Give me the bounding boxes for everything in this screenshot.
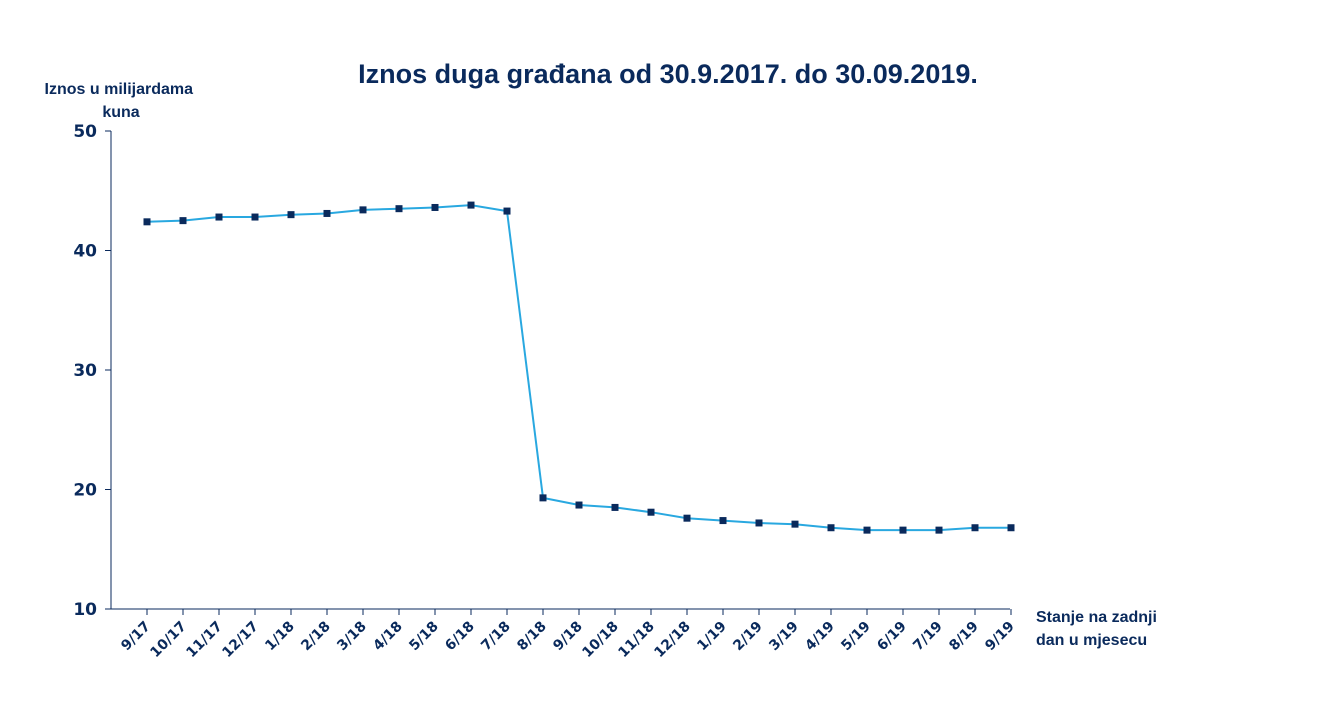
x-tick-label: 7/18 bbox=[478, 619, 514, 655]
y-tick-label: 30 bbox=[73, 361, 97, 381]
data-point bbox=[503, 207, 511, 215]
x-tick-label: 6/19 bbox=[874, 619, 910, 655]
x-tick-label: 10/18 bbox=[579, 619, 621, 661]
x-tick-label: 1/18 bbox=[262, 619, 298, 655]
y-tick-label: 50 bbox=[73, 122, 97, 142]
x-tick-label: 8/19 bbox=[946, 619, 982, 655]
data-point bbox=[539, 494, 547, 502]
axes bbox=[110, 131, 1010, 610]
data-point bbox=[899, 526, 907, 534]
data-point bbox=[215, 213, 223, 221]
data-point bbox=[935, 526, 943, 534]
data-point bbox=[647, 508, 655, 516]
x-tick-label: 5/19 bbox=[838, 619, 874, 655]
data-point bbox=[719, 517, 727, 525]
x-tick-label: 6/18 bbox=[442, 619, 478, 655]
data-point bbox=[791, 520, 799, 528]
chart-title: Iznos duga građana od 30.9.2017. do 30.0… bbox=[358, 59, 978, 89]
y-tick-label: 10 bbox=[73, 600, 97, 620]
data-point bbox=[683, 514, 691, 522]
data-point bbox=[971, 524, 979, 532]
data-point bbox=[251, 213, 259, 221]
x-axis-label: Stanje na zadnji dan u mjesecu bbox=[1036, 609, 1161, 649]
y-axis-label-line-2: kuna bbox=[102, 104, 139, 121]
data-point bbox=[143, 218, 151, 226]
y-axis-label: Iznos u milijardama kuna bbox=[45, 81, 198, 121]
y-ticks: 10 20 30 40 50 bbox=[73, 122, 111, 620]
data-point bbox=[431, 203, 439, 211]
x-tick-label: 12/18 bbox=[651, 619, 693, 661]
x-axis-label-line-1: Stanje na zadnji bbox=[1036, 609, 1157, 626]
x-tick-label: 5/18 bbox=[406, 619, 442, 655]
y-axis-label-line-1: Iznos u milijardama bbox=[45, 81, 194, 98]
data-point bbox=[1007, 524, 1015, 532]
x-tick-label: 2/18 bbox=[298, 619, 334, 655]
series-line bbox=[146, 204, 1011, 532]
data-point bbox=[323, 209, 331, 217]
x-tick-label: 4/19 bbox=[802, 619, 838, 655]
data-point bbox=[611, 503, 619, 511]
data-point bbox=[755, 519, 763, 527]
x-tick-label: 2/19 bbox=[730, 619, 766, 655]
x-tick-label: 4/18 bbox=[370, 619, 406, 655]
data-point bbox=[863, 526, 871, 534]
x-tick-label: 8/18 bbox=[514, 619, 550, 655]
x-tick-label: 3/18 bbox=[334, 619, 370, 655]
x-tick-label: 10/17 bbox=[147, 619, 189, 661]
data-point bbox=[827, 524, 835, 532]
x-tick-label: 3/19 bbox=[766, 619, 802, 655]
data-point bbox=[179, 217, 187, 225]
data-point bbox=[467, 201, 475, 209]
data-point bbox=[575, 501, 583, 509]
x-tick-label: 11/17 bbox=[183, 619, 225, 661]
x-tick-label: 7/19 bbox=[910, 619, 946, 655]
y-tick-label: 20 bbox=[73, 481, 97, 501]
y-tick-label: 40 bbox=[73, 242, 97, 262]
series-group bbox=[143, 201, 1015, 534]
x-axis-label-line-2: dan u mjesecu bbox=[1036, 632, 1147, 649]
x-tick-label: 9/19 bbox=[982, 619, 1018, 655]
x-tick-label: 11/18 bbox=[615, 619, 657, 661]
data-point bbox=[359, 206, 367, 214]
x-tick-label: 1/19 bbox=[694, 619, 730, 655]
data-point bbox=[287, 211, 295, 219]
x-tick-label: 12/17 bbox=[219, 619, 261, 661]
data-point bbox=[395, 205, 403, 213]
